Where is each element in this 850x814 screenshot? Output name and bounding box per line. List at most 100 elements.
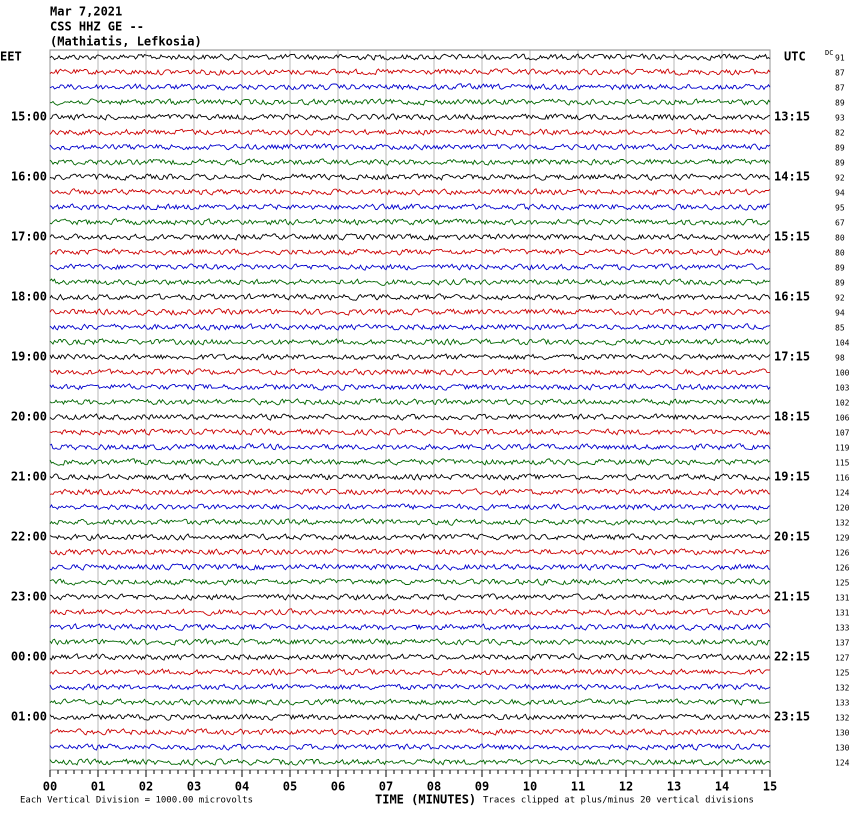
trace [49,203,771,211]
trace [49,458,771,466]
trace [49,113,771,121]
right-hour: 22:15 [774,650,810,664]
dc-value: 137 [835,639,850,648]
x-tick-label: 06 [331,780,345,794]
dc-value: 93 [835,114,845,123]
dc-value: 102 [835,399,850,408]
dc-value: 89 [835,279,845,288]
dc-value: 91 [835,54,845,63]
trace [49,368,771,376]
dc-value: 80 [835,249,845,258]
trace [49,128,771,136]
trace [49,713,771,721]
left-hour: 18:00 [11,290,47,304]
trace [49,323,771,331]
x-tick-label: 07 [379,780,393,794]
left-hour: 22:00 [11,530,47,544]
dc-value: 124 [835,489,850,498]
right-hour: 16:15 [774,290,810,304]
trace [49,533,771,541]
left-hour: 00:00 [11,650,47,664]
dc-value: 98 [835,354,845,363]
left-hour: 21:00 [11,470,47,484]
right-hour: 15:15 [774,230,810,244]
dc-value: 132 [835,714,850,723]
dc-value: 129 [835,534,850,543]
location: (Mathiatis, Lefkosia) [50,35,202,49]
dc-value: 107 [835,429,850,438]
trace [49,308,771,316]
x-tick-label: 14 [715,780,729,794]
trace [49,503,771,511]
dc-value: 119 [835,444,850,453]
dc-value: 80 [835,234,845,243]
left-hour: 01:00 [11,710,47,724]
date: Mar 7,2021 [50,5,122,19]
trace [49,398,771,406]
trace [50,98,771,106]
trace [50,728,771,736]
trace [49,623,771,631]
right-zone: UTC [784,50,806,64]
right-hour: 14:15 [774,170,810,184]
dc-value: 106 [835,414,850,423]
dc-value: 89 [835,159,845,168]
dc-value: 89 [835,99,845,108]
scale-note: Each Vertical Division = 1000.00 microvo… [20,796,253,806]
dc-value: 100 [835,369,850,378]
dc-value: 124 [835,759,850,768]
dc-value: 132 [835,684,850,693]
dc-value: 133 [835,624,850,633]
dc-value: 94 [835,309,845,318]
x-tick-label: 02 [139,780,153,794]
dc-value: 131 [835,609,850,618]
dc-value: 120 [835,504,850,513]
trace [49,338,771,346]
dc-value: 127 [835,654,850,663]
dc-value: 116 [835,474,850,483]
clip-note: Traces clipped at plus/minus 20 vertical… [483,796,754,806]
left-hour: 23:00 [11,590,47,604]
dc-value: 67 [835,219,845,228]
trace [49,158,771,166]
trace [49,173,771,181]
trace [49,353,771,361]
x-tick-label: 01 [91,780,105,794]
dc-value: 126 [835,549,850,558]
trace [49,218,771,226]
x-tick-label: 00 [43,780,57,794]
x-tick-label: 09 [475,780,489,794]
trace [49,443,771,451]
left-hour: 16:00 [11,170,47,184]
trace [49,578,771,586]
trace [49,83,771,91]
right-hour: 20:15 [774,530,810,544]
trace [49,278,771,286]
left-zone: EET [0,50,22,64]
trace [49,293,771,301]
trace [49,563,771,571]
station: CSS HHZ GE -- [50,20,144,34]
dc-value: 125 [835,669,850,678]
left-hour: 20:00 [11,410,47,424]
dc-value: 89 [835,264,845,273]
plot-frame [49,49,771,771]
dc-value: 126 [835,564,850,573]
trace [49,638,771,646]
trace [49,143,771,151]
left-hour: 19:00 [11,350,47,364]
right-hour: 21:15 [774,590,810,604]
dc-value: 104 [835,339,850,348]
trace [49,593,771,601]
trace [49,608,771,616]
dc-value: 94 [835,189,845,198]
trace [49,683,771,691]
dc-value: 103 [835,384,850,393]
dc-label: DC [825,49,833,57]
x-tick-label: 12 [619,780,633,794]
dc-value: 87 [835,84,845,93]
dc-value: 92 [835,174,845,183]
right-hour: 23:15 [774,710,810,724]
trace [49,743,771,751]
left-hour: 17:00 [11,230,47,244]
